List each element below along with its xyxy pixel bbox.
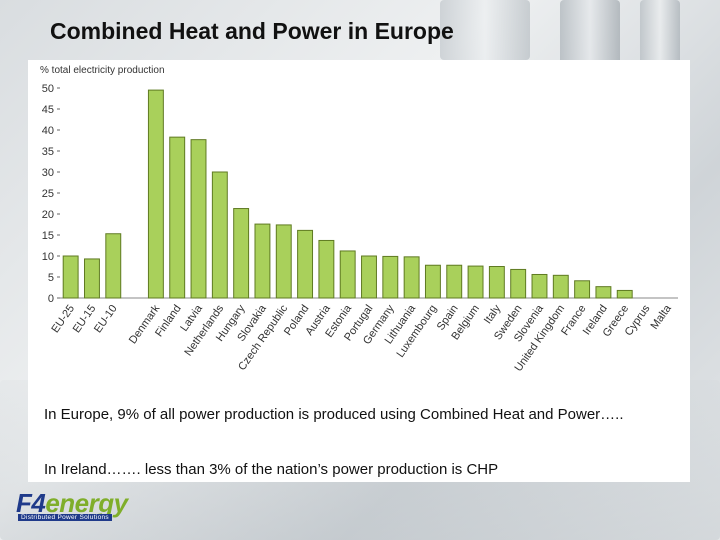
chart-panel: % total electricity production 0 5 10 15 20 2… bbox=[28, 60, 690, 392]
y-tick-label: 40 bbox=[42, 125, 54, 137]
bar-latvia bbox=[190, 139, 207, 299]
bar-estonia bbox=[339, 250, 356, 299]
bar-portugal bbox=[361, 255, 377, 299]
bar-greece bbox=[616, 289, 633, 299]
paragraph-ireland: In Ireland……. less than 3% of the nation… bbox=[44, 461, 499, 478]
bar-finland bbox=[169, 136, 186, 299]
y-tick-label: 15 bbox=[42, 230, 54, 242]
y-tick-label: 0 bbox=[48, 293, 54, 305]
y-tick-label: 25 bbox=[42, 188, 54, 200]
y-tick-label: 10 bbox=[42, 251, 54, 263]
y-axis-label: % total electricity production bbox=[40, 65, 165, 76]
bar-chart: % total electricity production 0 5 10 15 20 2… bbox=[40, 65, 678, 374]
slide-title: Combined Heat and Power in Europe bbox=[50, 18, 454, 44]
logo-energy: energy bbox=[45, 488, 128, 518]
bar-belgium bbox=[467, 265, 484, 299]
logo-tagline: Distributed Power Solutions bbox=[18, 514, 112, 521]
logo-f4: F4 bbox=[16, 488, 46, 518]
bar-france bbox=[574, 280, 591, 299]
bar-hungary bbox=[233, 208, 250, 299]
bar-eu-10 bbox=[105, 233, 122, 299]
paragraph-europe: In Europe, 9% of all power production is… bbox=[44, 406, 624, 423]
bar-slovenia bbox=[531, 273, 548, 299]
bar-czech-republic bbox=[275, 224, 292, 299]
y-tick-label: 30 bbox=[42, 167, 54, 179]
bar-united-kingdom bbox=[552, 274, 569, 299]
bar-lithuania bbox=[403, 256, 420, 299]
bar-austria bbox=[318, 239, 335, 299]
bar-eu-25 bbox=[62, 255, 79, 299]
bar-eu-15 bbox=[84, 258, 100, 299]
bar-poland bbox=[297, 229, 314, 299]
y-tick-label: 45 bbox=[42, 104, 54, 116]
category-label: Malta bbox=[649, 302, 675, 332]
bar-ireland bbox=[595, 286, 612, 299]
y-tick-label: 35 bbox=[42, 146, 54, 158]
text-panel bbox=[28, 392, 690, 482]
background-pipe bbox=[440, 0, 530, 60]
bar-netherlands bbox=[211, 171, 228, 299]
category-label: EU-10 bbox=[92, 303, 120, 335]
bar-germany bbox=[382, 255, 399, 299]
bar-denmark bbox=[147, 89, 164, 299]
logo-wordmark: F4energy bbox=[16, 488, 128, 519]
company-logo: F4energy Distributed Power Solutions bbox=[16, 488, 174, 524]
bar-spain bbox=[446, 264, 463, 299]
bar-slovakia bbox=[254, 223, 271, 299]
category-label: Denmark bbox=[127, 302, 163, 346]
y-tick-label: 5 bbox=[48, 272, 54, 284]
bar-sweden bbox=[510, 268, 527, 299]
y-tick-label: 50 bbox=[42, 83, 54, 95]
bar-italy bbox=[488, 266, 505, 299]
y-tick-label: 20 bbox=[42, 209, 54, 221]
bar-luxembourg bbox=[424, 264, 441, 299]
